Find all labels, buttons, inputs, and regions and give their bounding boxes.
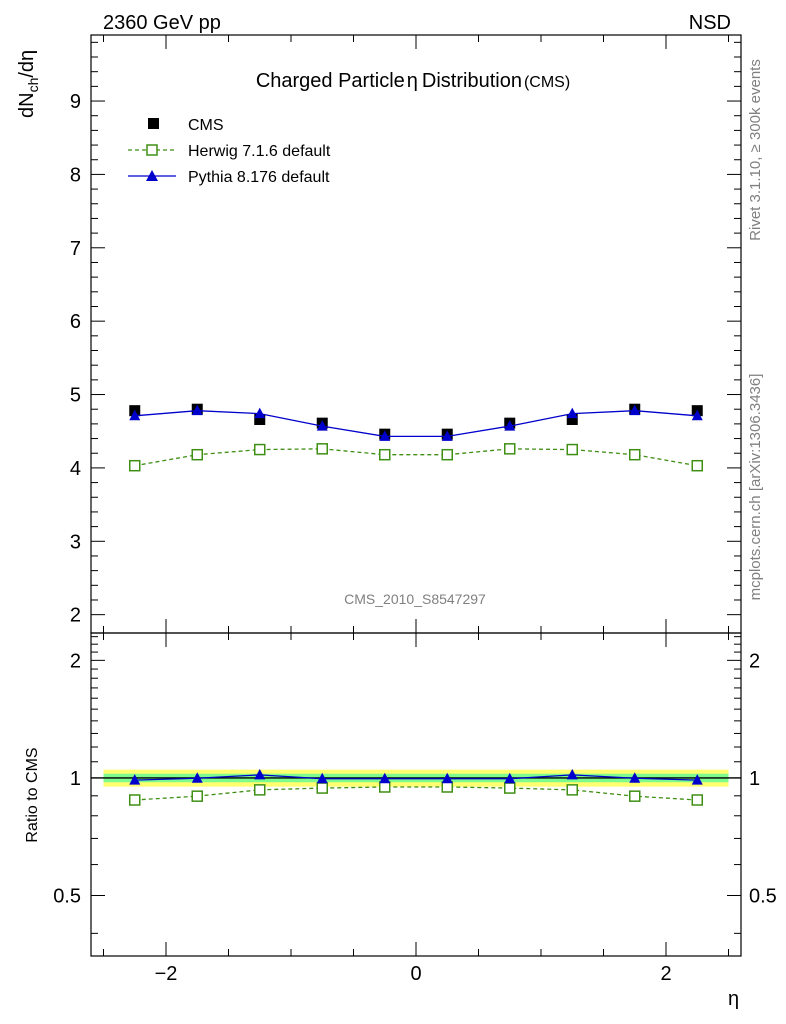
pythia-ratio-point (691, 774, 703, 785)
x-tick-label: 2 (660, 963, 671, 985)
pythia-ratio-point (629, 772, 641, 783)
y-tick-label-bottom: 1 (70, 768, 81, 790)
process-label: NSD (689, 12, 731, 34)
pythia-ratio-point (316, 772, 328, 784)
chart-title: Charged Particle η Distribution (CMS) (256, 70, 570, 92)
legend-marker-herwig (146, 144, 158, 156)
energy-label: 2360 GeV pp (103, 12, 221, 34)
pythia-point (566, 407, 578, 419)
pythia-ratio-point (379, 772, 391, 784)
legend: CMS Herwig 7.1.6 default Pythia 8.176 de… (128, 117, 331, 186)
x-tick-label: −2 (155, 963, 178, 985)
pythia-point (316, 420, 328, 431)
pythia-point (191, 404, 203, 416)
mcplots-label: mcplots.cern.ch [arXiv:1306.3436] (747, 374, 764, 601)
legend-marker-pythia (146, 170, 158, 181)
herwig-point (379, 448, 391, 461)
pythia-point (441, 430, 453, 441)
pythia-ratio-point (191, 772, 203, 783)
y-tick-label-top: 2 (70, 605, 81, 627)
herwig-point (191, 448, 203, 461)
herwig-ratio-point (191, 790, 203, 802)
y-axis-label-top: dNch/dη (16, 50, 41, 118)
herwig-point (316, 443, 328, 455)
y-tick-label-top: 5 (70, 385, 81, 407)
title-rest: Distribution (422, 70, 522, 92)
y-tick-label-top: 7 (70, 238, 81, 260)
y-tick-label-bottom-right: 2 (749, 650, 760, 672)
pythia-point (691, 409, 703, 421)
pythia-ratio-point (129, 774, 141, 785)
y-tick-label-top: 4 (70, 458, 81, 480)
herwig-ratio-point (316, 782, 328, 794)
herwig-ratio-point (129, 794, 141, 806)
y-tick-label-bottom: 0.5 (53, 886, 81, 908)
herwig-ratio-line (134, 786, 698, 801)
y-tick-label-bottom: 2 (70, 650, 81, 672)
herwig-ratio-point (379, 781, 391, 793)
herwig-line (134, 448, 698, 467)
pythia-ratio-point (566, 768, 578, 780)
pythia-point (629, 404, 641, 416)
herwig-ratio-point (441, 781, 453, 793)
herwig-ratio-point (254, 784, 266, 796)
rivet-label: Rivet 3.1.10, ≥ 300k events (747, 59, 764, 241)
cms-data-point (254, 413, 266, 425)
legend-label-herwig: Herwig 7.1.6 default (188, 143, 331, 160)
x-axis-label: η (728, 988, 739, 1010)
y-tick-label-bottom-right: 1 (749, 768, 760, 790)
herwig-point (691, 459, 703, 472)
series-layer (91, 403, 741, 806)
herwig-ratio-point (691, 794, 703, 806)
legend-item-pythia: Pythia 8.176 default (128, 169, 330, 186)
legend-item-cms: CMS (148, 117, 224, 134)
herwig-ratio-point (504, 782, 516, 794)
pythia-point (504, 420, 516, 431)
y-tick-label-top: 3 (70, 531, 81, 553)
pythia-point (129, 409, 141, 421)
y-tick-label-bottom-right: 0.5 (749, 886, 777, 908)
title-eta: η (407, 70, 418, 92)
pythia-ratio-point (441, 772, 453, 784)
herwig-point (504, 443, 516, 455)
herwig-point (441, 448, 453, 461)
legend-label-pythia: Pythia 8.176 default (188, 169, 330, 186)
herwig-ratio-point (629, 790, 641, 802)
legend-label-cms: CMS (188, 117, 224, 134)
cms-data-point (566, 413, 578, 425)
pythia-line (134, 410, 698, 438)
herwig-point (629, 448, 641, 461)
y-tick-label-top: 6 (70, 311, 81, 333)
y-tick-label-top: 9 (70, 91, 81, 113)
herwig-point (566, 443, 578, 456)
pythia-point (379, 430, 391, 441)
herwig-ratio-point (566, 784, 578, 796)
pythia-point (254, 407, 266, 419)
x-tick-label: 0 (410, 963, 421, 985)
analysis-id: CMS_2010_S8547297 (344, 591, 486, 607)
y-tick-label-top: 8 (70, 164, 81, 186)
pythia-ratio-point (504, 772, 516, 784)
axes: −2 0 2 2 3 4 5 6 7 8 9 0.5 0.5 1 1 2 2 (53, 34, 777, 985)
bottom-panel-frame (90, 632, 742, 957)
legend-marker-cms (148, 118, 159, 129)
herwig-point (129, 459, 141, 472)
legend-item-herwig: Herwig 7.1.6 default (128, 143, 331, 160)
pythia-ratio-line (134, 774, 698, 781)
title-suffix: (CMS) (524, 74, 570, 91)
y-axis-label-bottom: Ratio to CMS (24, 747, 41, 842)
title-main: Charged Particle (256, 70, 405, 92)
herwig-point (254, 443, 266, 456)
pythia-ratio-point (254, 768, 266, 780)
